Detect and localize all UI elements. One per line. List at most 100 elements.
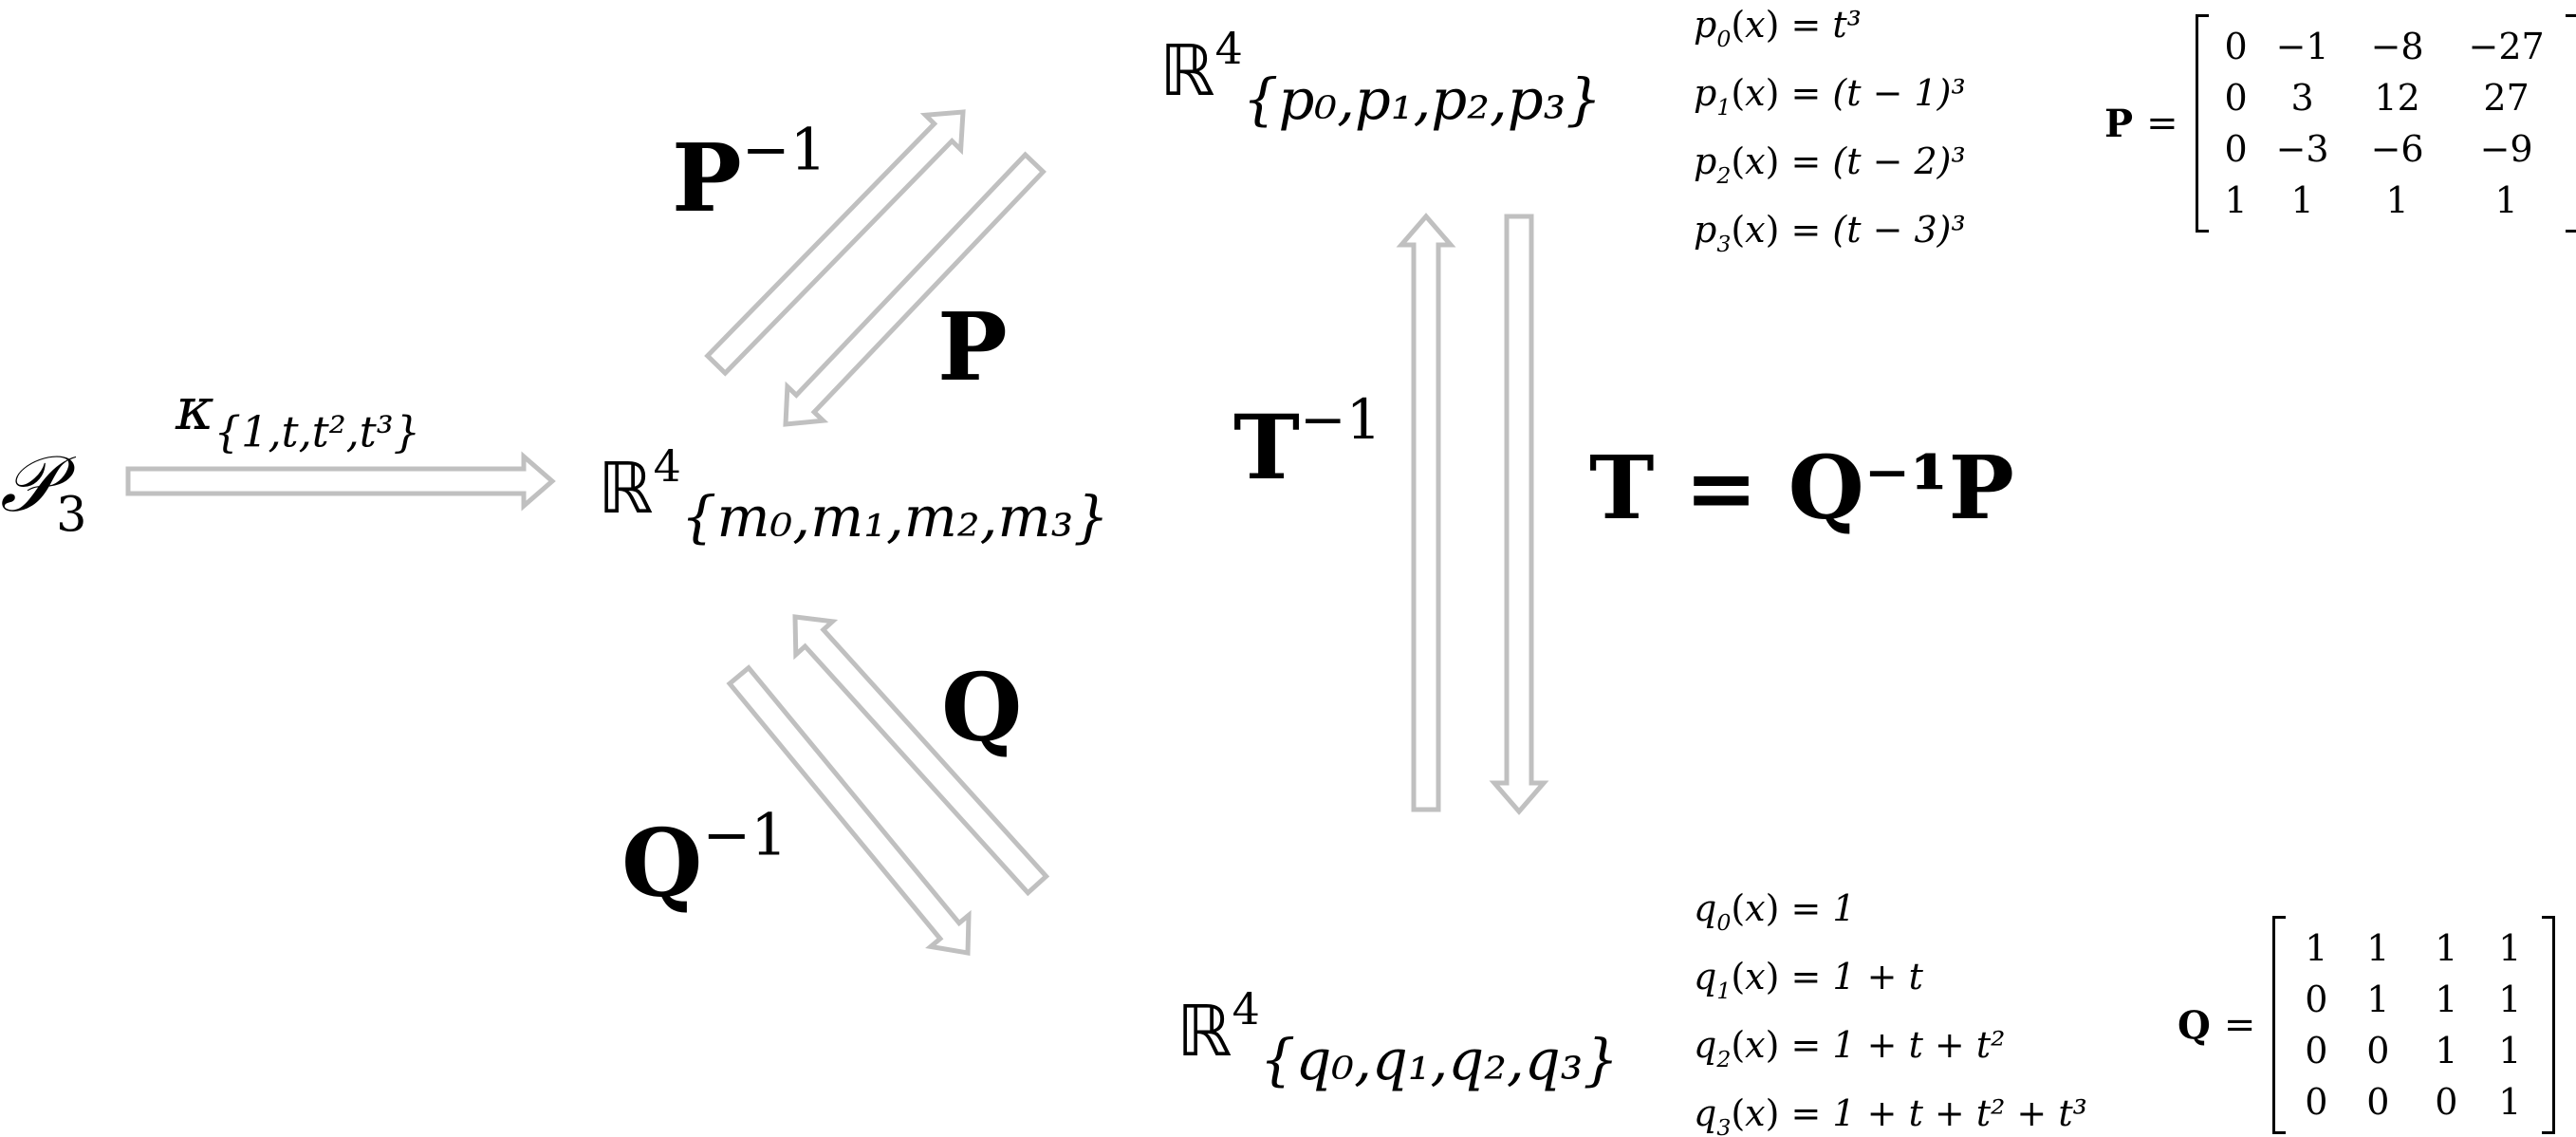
- matrix-q-name: Q: [2178, 1002, 2211, 1048]
- p-basis-rhs: t³: [1832, 4, 1862, 46]
- matrix-q-bracket-cap: [2542, 1131, 2556, 1134]
- p-basis-rhs: (t − 1)³: [1832, 72, 1966, 114]
- p-basis-index: 1: [1716, 93, 1732, 121]
- q-basis-name: q: [1694, 1092, 1717, 1134]
- matrix-p-cell: 1: [2494, 179, 2518, 221]
- matrix-p-cell: 27: [2483, 77, 2530, 119]
- q-basis-item: q1(x) = 1 + t: [1694, 956, 1923, 1004]
- matrix-p-bracket-cap: [2565, 14, 2576, 17]
- matrix-q-cell: 0: [2305, 1030, 2328, 1072]
- arrow-p-inverse: [704, 109, 966, 377]
- matrix-q-cell: 1: [2498, 927, 2522, 969]
- space-r4-q-sup: 4: [1232, 982, 1260, 1034]
- label-p-symbol: P: [937, 293, 1008, 402]
- label-t-definition-text: T = Q⁻¹P: [1589, 437, 2014, 539]
- q-basis-name: q: [1694, 1024, 1717, 1066]
- q-basis-name: q: [1694, 956, 1717, 997]
- matrix-q-bracket-cap: [2272, 1131, 2287, 1134]
- matrix-q-cell: 0: [2366, 1030, 2390, 1072]
- matrix-q-cell: 0: [2305, 1081, 2328, 1123]
- label-q: Q: [941, 662, 1022, 755]
- matrix-q-cell: 0: [2366, 1081, 2390, 1123]
- space-p3-symbol: 𝒫: [0, 439, 57, 530]
- q-basis-rhs: 1 + t + t²: [1832, 1024, 2006, 1066]
- arrow-kappa: [125, 451, 556, 512]
- q-basis-rhs: 1 + t + t² + t³: [1832, 1092, 2087, 1134]
- space-p3-sub: 3: [56, 486, 87, 543]
- p-basis-item: p2(x) = (t − 2)³: [1694, 140, 1966, 189]
- label-t-definition: T = Q⁻¹P: [1589, 444, 2014, 531]
- space-r4-m-symbol: ℝ: [598, 448, 654, 530]
- space-r4-m-sub: {m₀,m₁,m₂,m₃}: [680, 483, 1109, 550]
- label-p-inverse-symbol: P: [672, 124, 742, 233]
- matrix-q-bracket-cap: [2272, 916, 2287, 919]
- matrix-p-name: P: [2104, 101, 2134, 146]
- label-p-inverse: P−1: [672, 121, 826, 226]
- arrow-t: [1489, 214, 1549, 815]
- matrix-p-cell: 12: [2374, 77, 2420, 119]
- space-r4-q-sub: {q₀,q₁,q₂,q₃}: [1259, 1026, 1620, 1092]
- q-basis-name: q: [1694, 887, 1717, 929]
- label-kappa-sub: {1,t,t²,t³}: [213, 407, 420, 457]
- matrix-p-cell: −9: [2479, 128, 2533, 170]
- p-basis-name: p: [1694, 4, 1717, 46]
- matrix-q-cell: 1: [2366, 927, 2390, 969]
- q-basis-rhs: 1: [1832, 887, 1856, 929]
- p-basis-index: 2: [1716, 161, 1732, 189]
- q-basis-rhs: 1 + t: [1832, 956, 1923, 997]
- label-p-inverse-sup: −1: [741, 117, 827, 184]
- p-basis-index: 0: [1716, 25, 1732, 52]
- matrix-q-cell: 1: [2435, 927, 2458, 969]
- matrix-p-cell: −1: [2275, 26, 2329, 67]
- matrix-p-bracket-cap: [2195, 14, 2209, 17]
- space-r4-p-sub: {p₀,p₁,p₂,p₃}: [1242, 65, 1603, 132]
- p-basis-item: p1(x) = (t − 1)³: [1694, 72, 1966, 121]
- p-basis-item: p0(x) = t³: [1694, 4, 1862, 52]
- q-basis-item: q2(x) = 1 + t + t²: [1694, 1024, 2006, 1072]
- matrix-p-cell: −3: [2275, 128, 2329, 170]
- p-basis-index: 3: [1716, 230, 1732, 257]
- label-kappa-symbol: κ: [176, 374, 214, 443]
- q-basis-list: q0(x) = 1 q1(x) = 1 + t q2(x) = 1 + t + …: [1694, 887, 2087, 1137]
- p-basis-rhs: (t − 3)³: [1832, 209, 1966, 251]
- matrix-p-cell: −6: [2370, 128, 2424, 170]
- space-r4-q: ℝ4{q₀,q₁,q₂,q₃}: [1177, 987, 1619, 1088]
- label-p: P: [937, 302, 1008, 395]
- label-t-inverse: T−1: [1233, 392, 1381, 493]
- label-q-symbol: Q: [941, 654, 1023, 763]
- arrow-q-inverse: [726, 664, 972, 956]
- space-r4-p-symbol: ℝ: [1159, 30, 1215, 112]
- label-kappa: κ{1,t,t²,t³}: [176, 380, 420, 455]
- matrix-p-cell: 0: [2224, 128, 2248, 170]
- matrix-q-cell: 0: [2435, 1081, 2458, 1123]
- matrix-p: 0 −1 −8 −27 0 3 12 27 0 −3 −6 −9 1 1 1 1: [2195, 14, 2576, 233]
- matrix-q-cell: 1: [2435, 1030, 2458, 1072]
- q-basis-item: q0(x) = 1: [1694, 887, 1856, 936]
- space-r4-q-symbol: ℝ: [1177, 991, 1232, 1072]
- q-basis-index: 2: [1716, 1045, 1732, 1072]
- arrow-q: [792, 614, 1050, 897]
- label-q-inverse-symbol: Q: [621, 810, 703, 919]
- matrix-q-cell: 1: [2498, 979, 2522, 1020]
- label-t-inverse-sup: −1: [1299, 387, 1381, 453]
- q-basis-item: q3(x) = 1 + t + t² + t³: [1694, 1092, 2087, 1137]
- matrix-p-cell: 1: [2290, 179, 2314, 221]
- matrix-p-cell: 3: [2290, 77, 2314, 119]
- space-r4-p: ℝ4{p₀,p₁,p₂,p₃}: [1159, 27, 1602, 127]
- space-p3: 𝒫3: [0, 446, 86, 539]
- label-q-inverse-sup: −1: [702, 802, 788, 869]
- matrix-q-cell: 1: [2498, 1030, 2522, 1072]
- matrix-p-cell: −8: [2370, 26, 2424, 67]
- matrix-q-cell: 1: [2498, 1081, 2522, 1123]
- matrix-p-cell: 0: [2224, 77, 2248, 119]
- p-basis-rhs: (t − 2)³: [1832, 140, 1966, 182]
- p-basis-list: p0(x) = t³ p1(x) = (t − 1)³ p2(x) = (t −…: [1694, 4, 1966, 277]
- matrix-p-bracket-cap: [2195, 230, 2209, 233]
- matrix-q-cell: 1: [2435, 979, 2458, 1020]
- matrix-q-cell: 0: [2305, 979, 2328, 1020]
- p-basis-item: p3(x) = (t − 3)³: [1694, 209, 1966, 257]
